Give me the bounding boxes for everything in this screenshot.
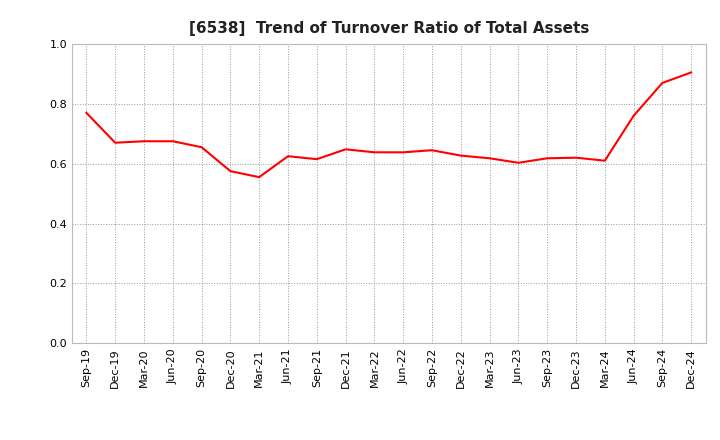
Title: [6538]  Trend of Turnover Ratio of Total Assets: [6538] Trend of Turnover Ratio of Total … [189, 21, 589, 36]
